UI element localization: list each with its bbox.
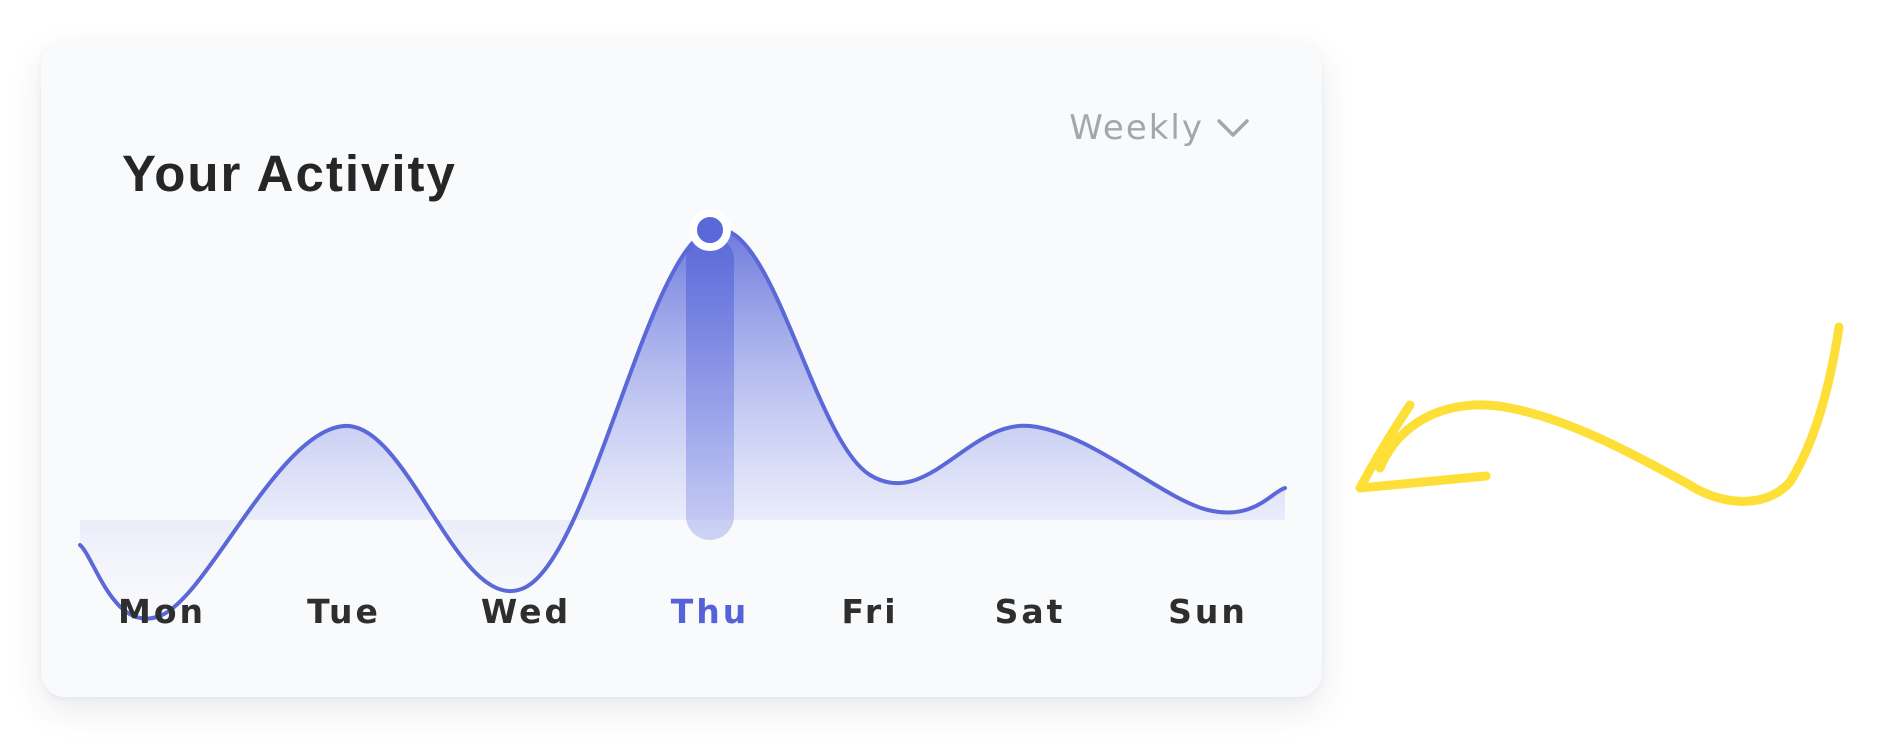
card-title: Your Activity — [122, 145, 457, 202]
x-tick-label-thu[interactable]: Thu — [670, 592, 750, 631]
highlight-bar-thu[interactable] — [686, 236, 734, 540]
data-point-fri[interactable] — [860, 465, 880, 485]
period-dropdown[interactable]: Weekly — [1069, 108, 1250, 148]
x-tick-label-mon[interactable]: Mon — [117, 592, 207, 631]
series-area — [80, 228, 1285, 619]
chevron-down-icon — [1216, 117, 1250, 139]
x-tick-label-tue[interactable]: Tue — [307, 592, 381, 631]
data-point-thu[interactable] — [689, 209, 731, 251]
x-tick-label-sun[interactable]: Sun — [1168, 592, 1248, 631]
period-dropdown-label: Weekly — [1069, 108, 1204, 148]
data-point-sat[interactable] — [1020, 416, 1040, 436]
series-line — [78, 226, 1287, 621]
x-tick-label-sat[interactable]: Sat — [994, 592, 1066, 631]
x-tick-label-wed[interactable]: Wed — [480, 592, 572, 631]
x-tick-label-fri[interactable]: Fri — [841, 592, 899, 631]
data-point-tue[interactable] — [334, 416, 354, 436]
data-point-sun[interactable] — [1198, 500, 1218, 520]
